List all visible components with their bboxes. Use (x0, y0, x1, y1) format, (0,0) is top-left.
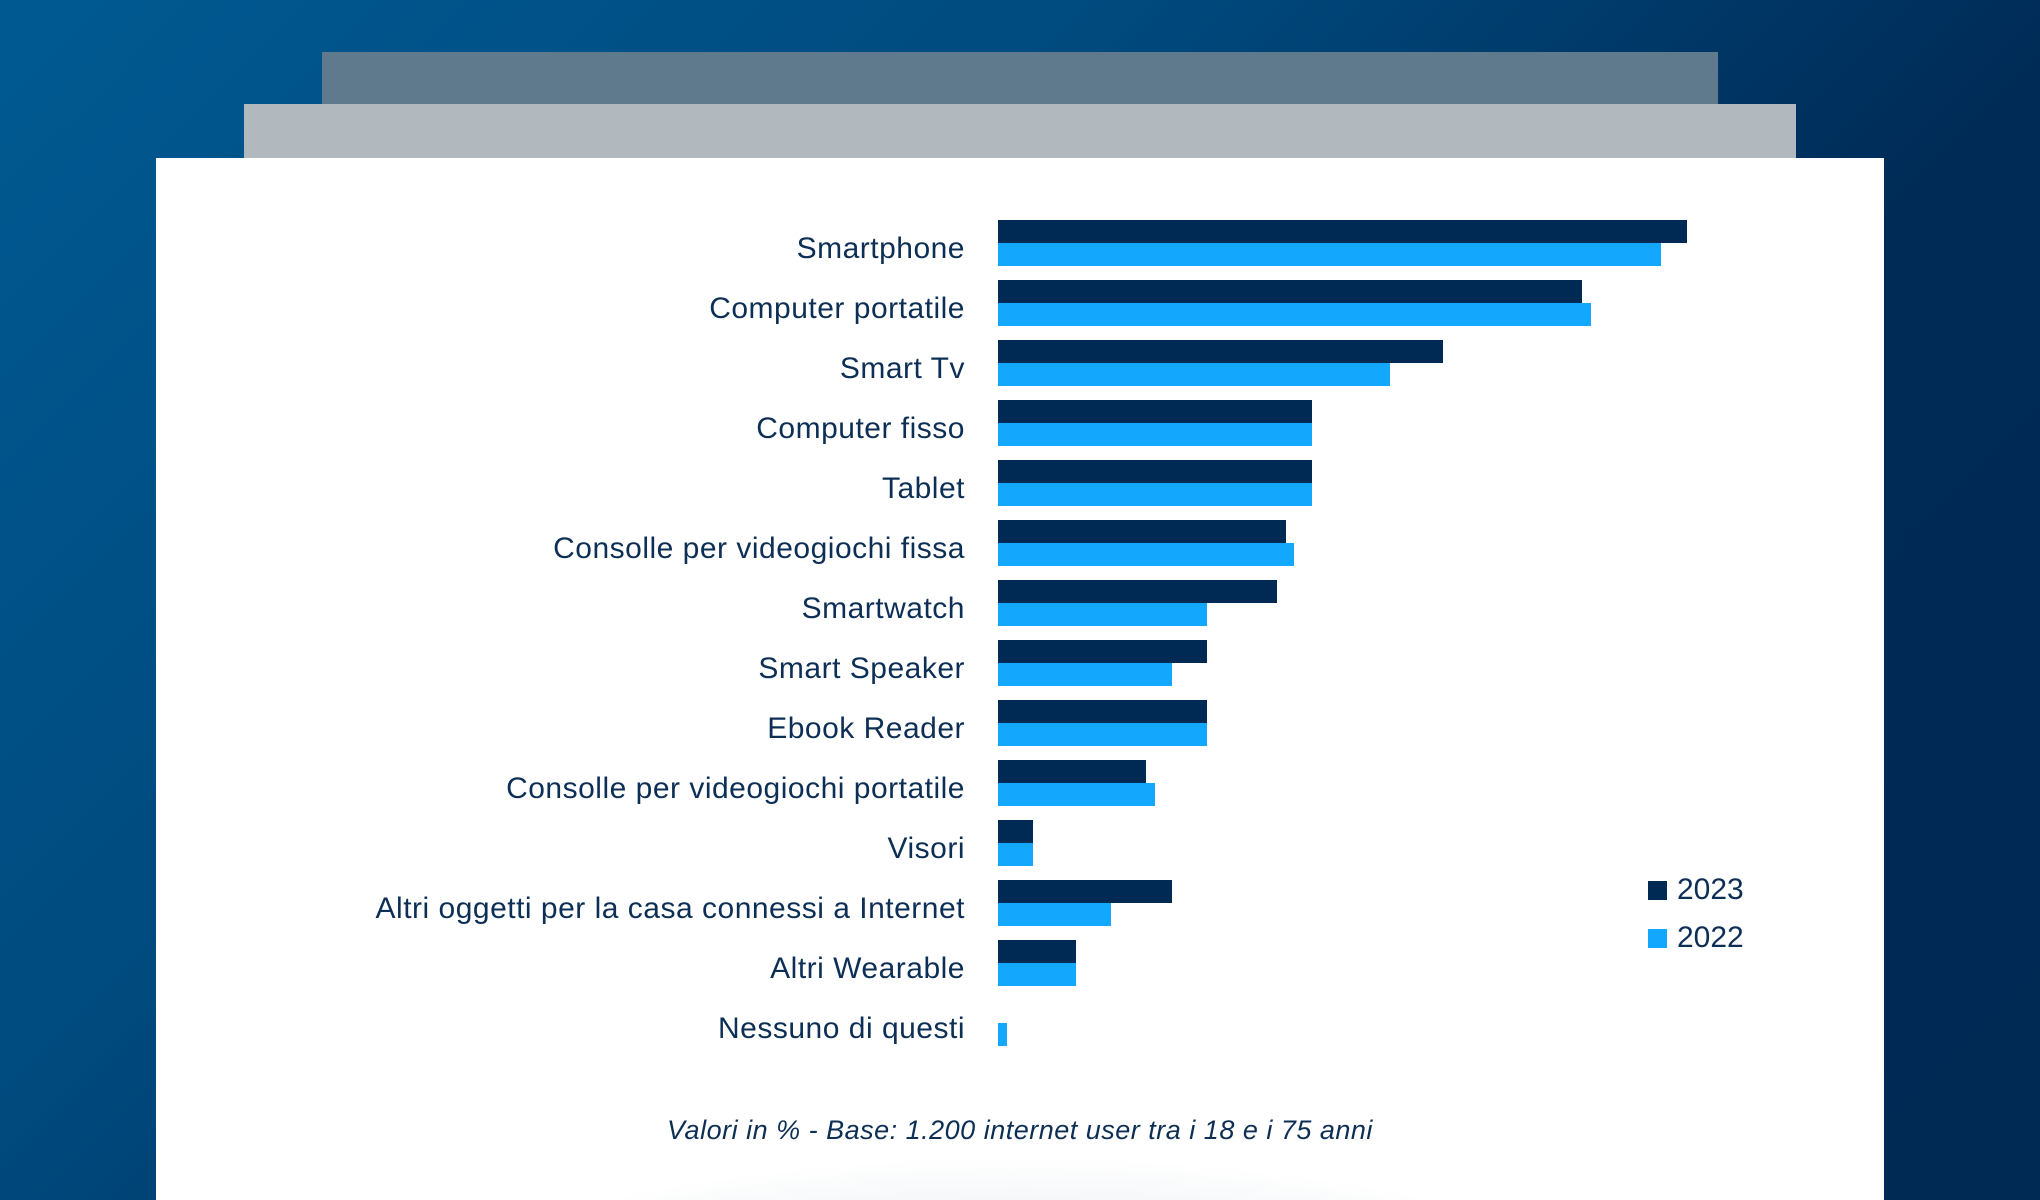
chart-row: Altri Wearable (0, 940, 2040, 1000)
legend-item-2022: 2022 (1648, 914, 1744, 962)
bar-2023 (998, 760, 1147, 783)
chart-row: Smartwatch (0, 580, 2040, 640)
chart-row: Nessuno di questi (0, 1000, 2040, 1060)
legend-item-2023: 2023 (1648, 866, 1744, 914)
category-label: Smartwatch (801, 592, 965, 625)
bar-2022 (998, 603, 1208, 626)
chart-row: Smart Speaker (0, 640, 2040, 700)
category-label: Computer portatile (709, 292, 965, 325)
category-label: Altri Wearable (770, 952, 965, 985)
bar-2022 (998, 723, 1208, 746)
bar-2022 (998, 303, 1591, 326)
category-label: Consolle per videogiochi portatile (506, 772, 965, 805)
chart-row: Ebook Reader (0, 700, 2040, 760)
bar-2022 (998, 543, 1295, 566)
category-label: Consolle per videogiochi fissa (553, 532, 965, 565)
chart-row: Visori (0, 820, 2040, 880)
chart-row: Tablet (0, 460, 2040, 520)
chart-row: Smartphone (0, 220, 2040, 280)
bar-2022 (998, 483, 1312, 506)
bar-2022 (998, 843, 1033, 866)
bar-2023 (998, 880, 1173, 903)
category-label: Smartphone (796, 232, 965, 265)
background-panel-middle (244, 104, 1796, 160)
legend: 2023 2022 (1648, 866, 1744, 962)
chart-card (156, 158, 1884, 1200)
category-label: Altri oggetti per la casa connessi a Int… (375, 892, 965, 925)
legend-swatch-2023 (1648, 880, 1667, 900)
chart-row: Consolle per videogiochi fissa (0, 520, 2040, 580)
bar-2023 (998, 700, 1208, 723)
chart-row: Consolle per videogiochi portatile (0, 760, 2040, 820)
bar-2022 (998, 903, 1112, 926)
bar-2023 (998, 520, 1286, 543)
bar-2022 (998, 363, 1391, 386)
category-label: Ebook Reader (767, 712, 965, 745)
footnote: Valori in % - Base: 1.200 internet user … (667, 1115, 1373, 1145)
chart-row: Computer portatile (0, 280, 2040, 340)
bar-2023 (998, 220, 1687, 243)
category-label: Nessuno di questi (718, 1012, 965, 1045)
category-label: Smart Speaker (758, 652, 965, 685)
bar-2022 (998, 783, 1155, 806)
category-label: Tablet (881, 472, 965, 505)
bar-2022 (998, 423, 1312, 446)
footer-gradient (216, 968, 1824, 1200)
bar-2022 (998, 663, 1173, 686)
legend-swatch-2022 (1648, 928, 1667, 948)
chart-row: Smart Tv (0, 340, 2040, 400)
bar-2023 (998, 460, 1312, 483)
bar-2022 (998, 243, 1661, 266)
bar-2023 (998, 820, 1033, 843)
bar-2022 (998, 1023, 1007, 1046)
category-label: Visori (887, 832, 965, 865)
bar-2023 (998, 940, 1077, 963)
category-label: Smart Tv (839, 352, 965, 385)
legend-label: 2023 (1677, 873, 1744, 906)
bar-2023 (998, 400, 1312, 423)
bar-2023 (998, 580, 1278, 603)
chart-row: Altri oggetti per la casa connessi a Int… (0, 880, 2040, 940)
legend-label: 2022 (1677, 921, 1744, 954)
background-panel-back (322, 52, 1718, 106)
chart-row: Computer fisso (0, 400, 2040, 460)
bar-2022 (998, 963, 1077, 986)
bar-2023 (998, 280, 1583, 303)
category-label: Computer fisso (756, 412, 965, 445)
bar-2023 (998, 340, 1443, 363)
bar-2023 (998, 640, 1208, 663)
